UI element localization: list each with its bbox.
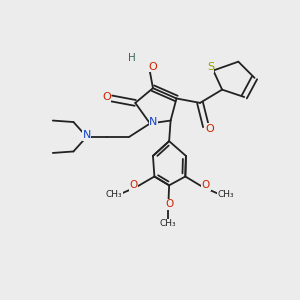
Text: O: O [148,62,157,72]
Text: CH₃: CH₃ [218,190,234,199]
Text: O: O [130,180,138,190]
Text: CH₃: CH₃ [160,219,177,228]
Text: O: O [205,124,214,134]
Text: CH₃: CH₃ [106,190,122,199]
Text: N: N [82,130,91,140]
Text: S: S [207,62,214,72]
Text: O: O [102,92,111,102]
Text: O: O [202,180,210,190]
Text: O: O [166,200,174,209]
Text: H: H [128,53,136,63]
Text: N: N [149,117,158,127]
